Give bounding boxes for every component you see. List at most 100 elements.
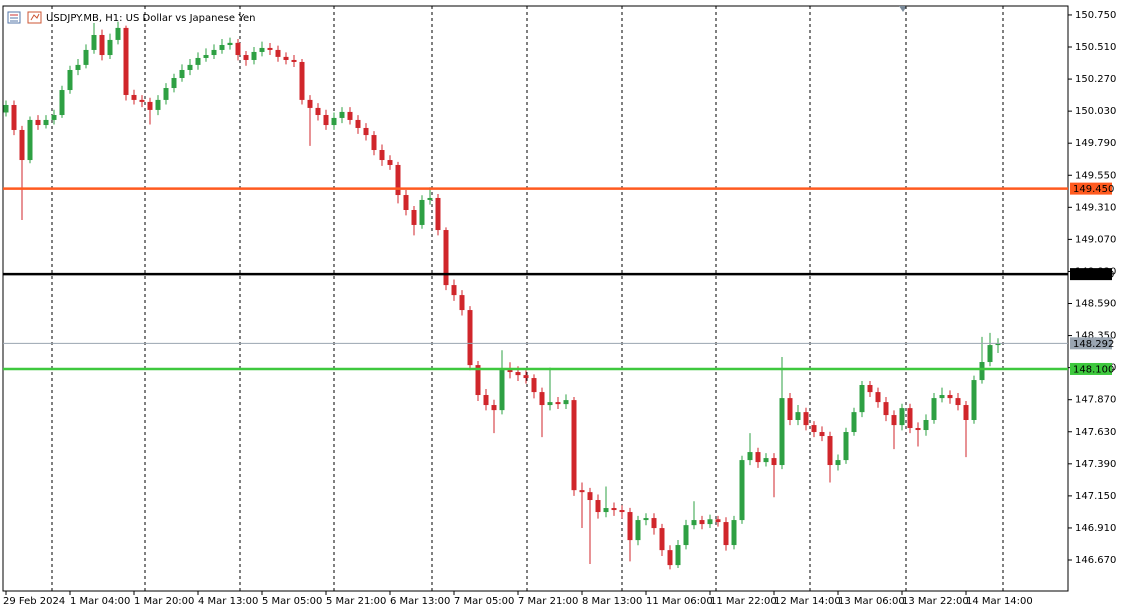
candle-body	[483, 395, 489, 406]
icon-chart[interactable]	[27, 11, 42, 24]
candle-body	[11, 104, 17, 130]
candle-body	[667, 550, 673, 566]
candle-body	[683, 525, 689, 546]
candle-body	[715, 519, 721, 523]
x-tick-label: 5 Mar 05:00	[262, 596, 322, 607]
candle-body	[531, 378, 537, 393]
candle-body	[587, 492, 593, 501]
y-tick-label: 150.510	[1075, 42, 1116, 53]
candle-body	[107, 39, 113, 56]
candle-body	[979, 362, 985, 381]
candle-body	[579, 490, 585, 493]
x-tick-label: 13 Mar 06:00	[838, 596, 905, 607]
candle-body	[515, 372, 521, 376]
candle-body	[43, 119, 49, 126]
candle-body	[563, 400, 569, 405]
candle-body	[387, 160, 393, 165]
candle-body	[795, 412, 801, 421]
y-tick-label: 150.270	[1075, 74, 1116, 85]
candle-body	[787, 398, 793, 421]
x-tick-label: 5 Mar 21:00	[326, 596, 386, 607]
candle-body	[171, 78, 177, 89]
candle-body	[51, 115, 57, 120]
x-tick-label: 29 Feb 2024	[3, 596, 65, 607]
candle-body	[651, 518, 657, 529]
icon-chart-line	[30, 13, 40, 21]
candle-body	[299, 61, 305, 100]
x-tick-label: 14 Mar 14:00	[966, 596, 1033, 607]
candle-body	[803, 412, 809, 426]
candle-body	[675, 545, 681, 566]
candle-body	[475, 365, 481, 396]
candle-body	[539, 392, 545, 406]
candle-body	[739, 460, 745, 521]
candle-body	[867, 385, 873, 393]
candle-body	[851, 412, 857, 433]
candle-body	[211, 49, 217, 56]
candle-body	[123, 27, 129, 95]
candle-body	[371, 135, 377, 151]
candle-body	[403, 195, 409, 210]
candle-body	[771, 458, 777, 466]
candle-body	[67, 69, 73, 91]
candle-body	[355, 119, 361, 128]
candle-body	[83, 49, 89, 65]
candle-body	[931, 398, 937, 421]
candle-body	[835, 460, 841, 466]
candle-body	[219, 45, 225, 50]
candle-body	[755, 452, 761, 463]
y-tick-label: 147.150	[1075, 491, 1116, 502]
y-tick-label: 147.630	[1075, 427, 1116, 438]
candle-body	[251, 51, 257, 60]
candle-body	[195, 57, 201, 65]
x-tick-label: 8 Mar 13:00	[582, 596, 642, 607]
candle-body	[947, 395, 953, 399]
candle-body	[523, 375, 529, 379]
candle-body	[99, 34, 105, 56]
candle-body	[347, 111, 353, 120]
candle-body	[427, 197, 433, 200]
y-tick-label: 148.350	[1075, 331, 1116, 342]
x-tick-label: 12 Mar 14:00	[774, 596, 841, 607]
candle-body	[187, 64, 193, 70]
candle-body	[131, 94, 137, 100]
y-tick-label: 148.590	[1075, 299, 1116, 310]
candle-body	[363, 127, 369, 136]
candle-body	[307, 99, 313, 108]
candle-body	[395, 164, 401, 196]
candle-body	[163, 88, 169, 100]
candle-body	[779, 398, 785, 466]
candle-body	[59, 90, 65, 116]
toolbar-icons	[7, 11, 42, 24]
x-tick-label: 7 Mar 05:00	[454, 596, 514, 607]
y-tick-label: 147.390	[1075, 459, 1116, 470]
candle-body	[827, 436, 833, 466]
price-level-box	[1070, 268, 1112, 281]
candle-body	[547, 402, 553, 406]
y-tick-label: 149.550	[1075, 170, 1116, 181]
candle-body	[179, 69, 185, 79]
candle-body	[555, 402, 561, 405]
candle-body	[315, 107, 321, 116]
candle-body	[747, 452, 753, 461]
candle-body	[707, 519, 713, 525]
candle-body	[467, 310, 473, 366]
candle-body	[91, 34, 97, 50]
candle-body	[731, 520, 737, 546]
candle-body	[323, 115, 329, 126]
candle-body	[459, 295, 465, 311]
price-level-label: 148.100	[1073, 364, 1114, 375]
shift-marker	[899, 6, 907, 12]
x-tick-label: 6 Mar 13:00	[390, 596, 450, 607]
x-tick-label: 13 Mar 22:00	[902, 596, 969, 607]
candle-body	[235, 42, 241, 56]
candle-body	[571, 400, 577, 491]
x-tick-label: 4 Mar 13:00	[198, 596, 258, 607]
candle-body	[443, 230, 449, 286]
candle-body	[227, 42, 233, 46]
candle-body	[243, 55, 249, 60]
candle-body	[19, 129, 25, 161]
price-level-label: 148.292	[1073, 339, 1114, 350]
candle-body	[139, 99, 145, 102]
candle-body	[971, 380, 977, 421]
